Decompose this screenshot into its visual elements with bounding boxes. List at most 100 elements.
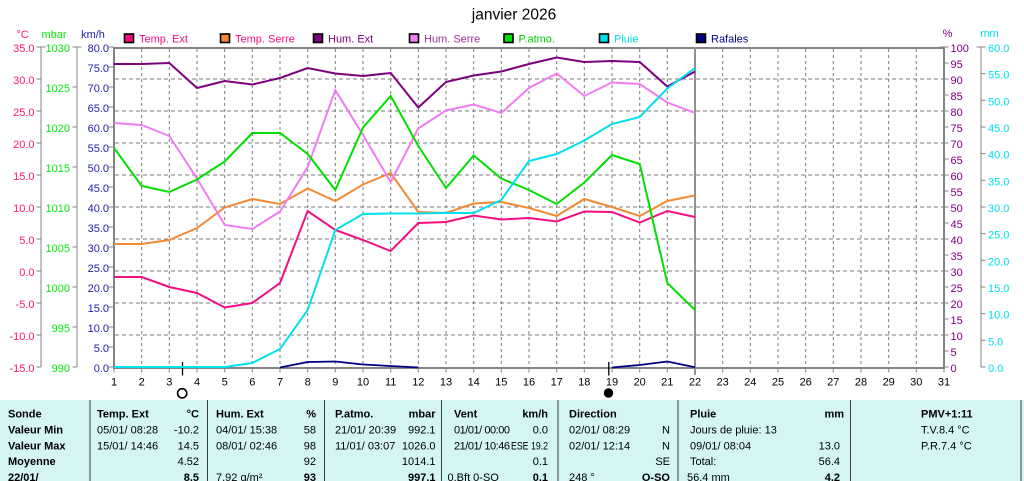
svg-text:O-SO: O-SO bbox=[642, 472, 671, 481]
svg-text:05/01/ 08:28: 05/01/ 08:28 bbox=[97, 425, 158, 437]
svg-text:10.0: 10.0 bbox=[988, 310, 1009, 322]
svg-text:km/h: km/h bbox=[81, 29, 105, 41]
svg-text:22: 22 bbox=[689, 377, 701, 389]
svg-text:7: 7 bbox=[277, 377, 283, 389]
svg-text:Valeur Min: Valeur Min bbox=[8, 425, 63, 437]
svg-text:31: 31 bbox=[938, 377, 950, 389]
svg-text:25.0: 25.0 bbox=[88, 263, 109, 275]
svg-text:Valeur Max: Valeur Max bbox=[8, 441, 66, 453]
svg-text:40.0: 40.0 bbox=[88, 203, 109, 215]
svg-text:0.1: 0.1 bbox=[533, 456, 548, 468]
svg-text:-10.2: -10.2 bbox=[174, 425, 199, 437]
svg-text:P.atmo.: P.atmo. bbox=[519, 34, 556, 46]
svg-text:92: 92 bbox=[304, 456, 316, 468]
svg-text:35: 35 bbox=[951, 251, 963, 263]
svg-text:45: 45 bbox=[951, 219, 963, 231]
svg-text:Pluie: Pluie bbox=[614, 34, 638, 46]
svg-text:70.0: 70.0 bbox=[88, 83, 109, 95]
svg-text:2: 2 bbox=[139, 377, 145, 389]
svg-text:50.0: 50.0 bbox=[988, 96, 1009, 108]
svg-text:02/01/ 12:14: 02/01/ 12:14 bbox=[569, 441, 630, 453]
svg-text:248 °: 248 ° bbox=[569, 472, 595, 481]
svg-text:20.0: 20.0 bbox=[988, 256, 1009, 268]
svg-text:17: 17 bbox=[551, 377, 563, 389]
svg-text:65.0: 65.0 bbox=[88, 103, 109, 115]
svg-text:25.0: 25.0 bbox=[13, 107, 34, 119]
svg-text:8.5: 8.5 bbox=[184, 472, 199, 481]
svg-text:15/01/ 14:46: 15/01/ 14:46 bbox=[97, 441, 158, 453]
svg-text:Hum. Serre: Hum. Serre bbox=[424, 34, 480, 46]
svg-text:50.0: 50.0 bbox=[88, 163, 109, 175]
svg-text:Pluie: Pluie bbox=[690, 409, 716, 421]
svg-text:21/01/ 10:46: 21/01/ 10:46 bbox=[454, 441, 510, 453]
svg-text:55: 55 bbox=[951, 187, 963, 199]
svg-text:13: 13 bbox=[440, 377, 452, 389]
svg-text:1010: 1010 bbox=[46, 203, 70, 215]
svg-text:93: 93 bbox=[304, 472, 316, 481]
svg-text:1026.0: 1026.0 bbox=[402, 441, 436, 453]
svg-text:75.0: 75.0 bbox=[88, 63, 109, 75]
svg-text:80.0: 80.0 bbox=[88, 43, 109, 55]
svg-text:11/01/ 03:07: 11/01/ 03:07 bbox=[335, 441, 395, 453]
svg-text:80: 80 bbox=[951, 107, 963, 119]
svg-text:PMV+1:11: PMV+1:11 bbox=[921, 409, 973, 421]
svg-text:70: 70 bbox=[951, 139, 963, 151]
svg-text:Vent: Vent bbox=[454, 409, 478, 421]
svg-text:50: 50 bbox=[951, 203, 963, 215]
svg-text:35.0: 35.0 bbox=[988, 176, 1009, 188]
svg-text:35.0: 35.0 bbox=[88, 223, 109, 235]
svg-text:1030: 1030 bbox=[46, 43, 70, 55]
svg-text:15.0: 15.0 bbox=[13, 171, 34, 183]
svg-text:0.1: 0.1 bbox=[533, 472, 548, 481]
svg-text:30: 30 bbox=[910, 377, 922, 389]
svg-text:P.R.7.4 °C: P.R.7.4 °C bbox=[921, 441, 972, 453]
svg-text:mm: mm bbox=[824, 409, 844, 421]
svg-text:°C: °C bbox=[187, 409, 199, 421]
svg-text:65: 65 bbox=[951, 155, 963, 167]
svg-text:15.0: 15.0 bbox=[88, 303, 109, 315]
svg-text:28: 28 bbox=[855, 377, 867, 389]
svg-text:3: 3 bbox=[166, 377, 172, 389]
svg-text:15: 15 bbox=[495, 377, 507, 389]
svg-text:5.0: 5.0 bbox=[19, 235, 34, 247]
svg-text:23: 23 bbox=[717, 377, 729, 389]
svg-text:mm: mm bbox=[980, 28, 998, 40]
svg-text:1020: 1020 bbox=[46, 123, 70, 135]
svg-text:0: 0 bbox=[951, 363, 957, 375]
svg-text:18: 18 bbox=[578, 377, 590, 389]
svg-text:990: 990 bbox=[52, 363, 70, 375]
svg-text:27: 27 bbox=[827, 377, 839, 389]
svg-text:°C: °C bbox=[16, 29, 28, 41]
svg-text:08/01/ 02:46: 08/01/ 02:46 bbox=[216, 441, 277, 453]
svg-text:20: 20 bbox=[951, 299, 963, 311]
svg-text:45.0: 45.0 bbox=[988, 123, 1009, 135]
svg-text:14.5: 14.5 bbox=[178, 441, 199, 453]
svg-text:20.0: 20.0 bbox=[13, 139, 34, 151]
svg-text:45.0: 45.0 bbox=[88, 183, 109, 195]
svg-text:15.0: 15.0 bbox=[988, 283, 1009, 295]
svg-text:35.0: 35.0 bbox=[13, 43, 34, 55]
svg-text:N: N bbox=[662, 441, 670, 453]
svg-text:1025: 1025 bbox=[46, 83, 70, 95]
svg-text:Hum. Ext: Hum. Ext bbox=[216, 409, 264, 421]
svg-text:995: 995 bbox=[52, 323, 70, 335]
svg-text:01/01/ 00:00: 01/01/ 00:00 bbox=[454, 425, 510, 437]
svg-text:58: 58 bbox=[304, 425, 316, 437]
svg-text:30: 30 bbox=[951, 267, 963, 279]
svg-text:Total:: Total: bbox=[690, 456, 716, 468]
svg-text:60.0: 60.0 bbox=[88, 123, 109, 135]
svg-text:20: 20 bbox=[634, 377, 646, 389]
svg-text:10: 10 bbox=[357, 377, 369, 389]
svg-text:1005: 1005 bbox=[46, 243, 70, 255]
svg-text:24: 24 bbox=[744, 377, 756, 389]
svg-text:4: 4 bbox=[194, 377, 200, 389]
svg-text:N: N bbox=[662, 425, 670, 437]
svg-text:10.0: 10.0 bbox=[88, 323, 109, 335]
svg-text:02/01/ 08:29: 02/01/ 08:29 bbox=[569, 425, 630, 437]
svg-text:25: 25 bbox=[772, 377, 784, 389]
svg-text:85: 85 bbox=[951, 91, 963, 103]
svg-text:60.0: 60.0 bbox=[988, 43, 1009, 55]
svg-text:4.2: 4.2 bbox=[825, 472, 840, 481]
svg-text:5.0: 5.0 bbox=[94, 343, 109, 355]
svg-text:11: 11 bbox=[385, 377, 396, 389]
